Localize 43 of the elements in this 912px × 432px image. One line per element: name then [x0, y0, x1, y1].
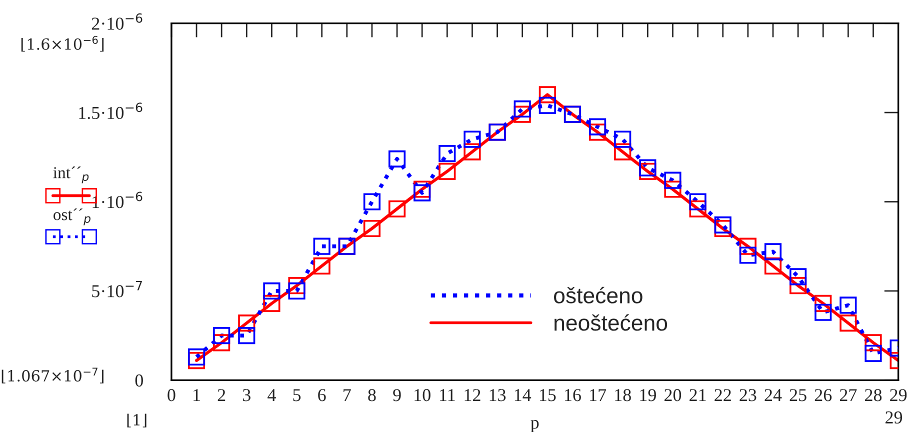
text: ⌊1.067×10$^{−7}$⌋ [2, 368, 104, 384]
x-tick-label: 24 [764, 389, 782, 402]
x-tick-label: 2 [218, 389, 226, 402]
x-tick-label: 7 [344, 389, 351, 402]
legend-label: oštećeno [554, 286, 642, 304]
x-tick-label: 16 [565, 389, 581, 402]
text: ⌊1⌋ [127, 414, 146, 428]
x-tick-label: 26 [814, 389, 832, 402]
x-tick-label: 12 [464, 389, 480, 402]
x-tick-label: 8 [368, 389, 376, 402]
x-tick-label: 28 [865, 389, 882, 402]
x-tick-label: 14 [514, 389, 532, 402]
y-tick-label: 2·10$^{−6}$ [92, 13, 142, 30]
y-tick-label: 0 [135, 374, 143, 387]
x-tick-label: 9 [393, 389, 401, 402]
x-axis-title: p [530, 420, 539, 432]
x-tick-label: 23 [740, 389, 756, 402]
x-tick-label: 15 [540, 389, 556, 402]
x-tick-label: 11 [440, 389, 455, 402]
x-tick-label: 17 [590, 389, 606, 402]
text: ost´´$_{p}$ [54, 208, 90, 226]
x-tick-label: 5 [293, 389, 301, 402]
x-tick-label: 22 [714, 389, 731, 402]
x-tick-label: 20 [664, 389, 682, 402]
x-tick-label: 13 [490, 389, 506, 402]
x-tick-label: 19 [640, 389, 656, 402]
text: ⌊1.6×10$^{−6}$⌋ [21, 36, 104, 52]
x-tick-label: 0 [168, 389, 176, 402]
x-tick-label: 27 [840, 389, 857, 402]
legend-label: neoštećeno [554, 314, 668, 331]
text: 29 [886, 411, 902, 424]
y-tick-label: 1.5·10$^{−6}$ [79, 102, 142, 120]
x-tick-label: 18 [615, 389, 631, 402]
x-tick-label: 6 [318, 389, 326, 402]
x-tick-label: 29 [890, 389, 907, 402]
x-tick-label: 21 [690, 389, 706, 402]
y-tick-label: 5·10$^{−7}$ [92, 280, 142, 298]
x-tick-label: 3 [243, 389, 250, 402]
x-tick-label: 4 [268, 389, 276, 402]
x-tick-label: 1 [194, 389, 200, 402]
text: int´´$_{p}$ [53, 166, 89, 184]
x-tick-label: 25 [790, 389, 806, 402]
x-tick-label: 10 [414, 389, 430, 402]
